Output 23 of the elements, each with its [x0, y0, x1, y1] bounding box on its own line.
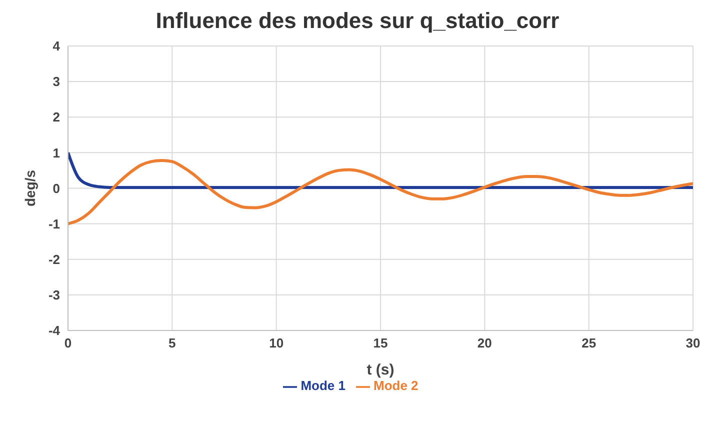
x-tick-label: 25 [582, 336, 596, 351]
y-tick-label: 3 [52, 74, 60, 90]
y-tick-label: -2 [48, 252, 60, 267]
y-tick-label: -1 [48, 216, 60, 232]
legend-label: Mode 1 [300, 378, 346, 394]
line-series [68, 151, 693, 190]
x-tick-label: 10 [269, 336, 284, 351]
line-series [68, 158, 693, 226]
y-tick-label: -4 [48, 323, 61, 338]
x-tick-label: 0 [64, 336, 72, 351]
y-tick-label: -3 [48, 288, 60, 302]
chart-title: Influence des modes sur q_statio_corr [154, 8, 560, 34]
x-tick-label: 5 [168, 336, 176, 351]
x-tick-label: 30 [686, 336, 700, 351]
y-tick-label: 4 [52, 38, 61, 54]
x-tick-label: 15 [373, 336, 388, 351]
y-tick-label: 2 [52, 110, 60, 125]
y-axis-title: deg/s [22, 170, 38, 207]
y-tick-label: 1 [52, 145, 60, 160]
x-tick-label: 20 [477, 336, 492, 351]
y-tick-label: 0 [52, 180, 60, 196]
x-axis-title: t (s) [366, 361, 394, 378]
legend-label: Mode 2 [374, 378, 418, 394]
